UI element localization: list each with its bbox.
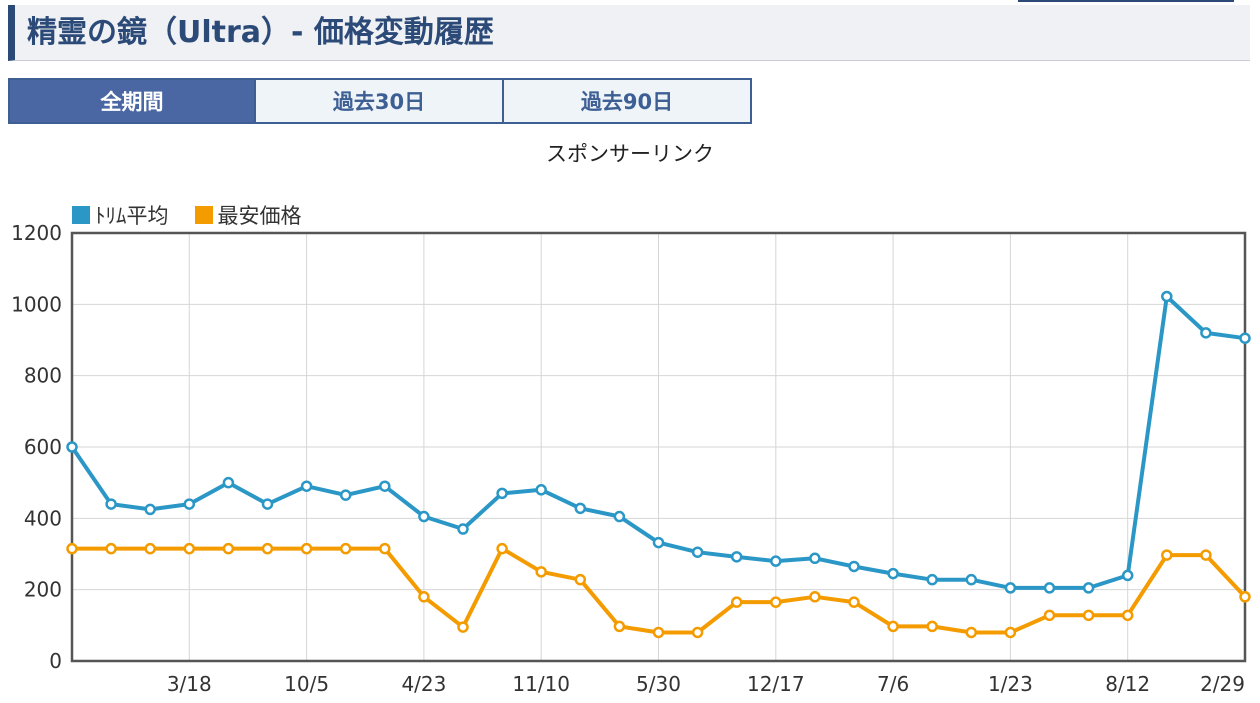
data-point-trim-average bbox=[613, 510, 626, 523]
data-point-lowest-price bbox=[457, 621, 469, 633]
y-tick-label: 1000 bbox=[11, 292, 62, 316]
data-point-trim-average bbox=[1043, 582, 1056, 594]
data-point-lowest-price bbox=[144, 542, 156, 555]
data-point-lowest-price bbox=[574, 573, 587, 586]
x-tick-label: 2/29 bbox=[1200, 672, 1245, 696]
tab-all-period[interactable]: 全期間 bbox=[8, 78, 256, 124]
data-point-trim-average bbox=[965, 573, 978, 586]
legend-label-trim-average: ﾄﾘﾑ平均 bbox=[95, 204, 169, 228]
data-point-trim-average bbox=[691, 546, 704, 558]
data-point-lowest-price bbox=[1121, 609, 1134, 622]
data-point-lowest-price bbox=[848, 596, 860, 608]
legend-swatch-lowest-price bbox=[194, 206, 213, 224]
data-point-lowest-price bbox=[418, 591, 430, 603]
data-point-lowest-price bbox=[613, 620, 626, 633]
data-point-lowest-price bbox=[1161, 549, 1173, 561]
data-point-trim-average bbox=[105, 498, 117, 510]
data-point-trim-average bbox=[848, 560, 860, 573]
data-point-lowest-price bbox=[770, 596, 782, 608]
data-point-lowest-price bbox=[183, 542, 196, 555]
y-tick-label: 200 bbox=[24, 578, 62, 602]
y-tick-label: 1200 bbox=[11, 221, 62, 245]
data-point-lowest-price bbox=[222, 542, 235, 555]
legend-label-lowest-price: 最安価格 bbox=[217, 204, 302, 228]
data-point-lowest-price bbox=[300, 542, 313, 555]
data-point-lowest-price bbox=[1082, 609, 1095, 622]
y-tick-label: 800 bbox=[24, 364, 62, 388]
data-point-trim-average bbox=[339, 489, 352, 501]
data-point-trim-average bbox=[809, 552, 821, 565]
data-point-lowest-price bbox=[105, 542, 117, 555]
legend-item-trim-average[interactable]: ﾄﾘﾑ平均 bbox=[72, 200, 169, 230]
data-point-trim-average bbox=[144, 503, 156, 516]
x-tick-label: 12/17 bbox=[747, 672, 805, 696]
data-point-trim-average bbox=[730, 551, 743, 563]
data-point-lowest-price bbox=[535, 566, 547, 578]
tab-past-90-days[interactable]: 過去90日 bbox=[504, 78, 752, 124]
data-point-trim-average bbox=[1161, 290, 1173, 303]
y-tick-label: 0 bbox=[49, 649, 62, 673]
data-point-lowest-price bbox=[1043, 609, 1056, 622]
data-point-trim-average bbox=[1239, 332, 1251, 344]
data-point-lowest-price bbox=[809, 591, 821, 603]
data-point-lowest-price bbox=[691, 626, 704, 639]
data-point-trim-average bbox=[926, 573, 938, 586]
data-point-trim-average bbox=[535, 484, 547, 496]
data-point-lowest-price bbox=[496, 542, 508, 555]
data-point-lowest-price bbox=[965, 626, 978, 639]
x-tick-label: 8/12 bbox=[1105, 672, 1150, 696]
data-point-trim-average bbox=[261, 498, 274, 510]
data-point-trim-average bbox=[652, 536, 665, 549]
data-point-trim-average bbox=[1082, 582, 1095, 594]
data-point-trim-average bbox=[496, 487, 508, 500]
data-point-trim-average bbox=[222, 476, 235, 489]
data-point-trim-average bbox=[770, 555, 782, 567]
data-point-lowest-price bbox=[926, 620, 938, 633]
sponsor-link-label: スポンサーリンク bbox=[546, 142, 714, 166]
chart-legend: ﾄﾘﾑ平均 最安価格 bbox=[72, 200, 328, 230]
data-point-lowest-price bbox=[1004, 626, 1017, 639]
data-point-lowest-price bbox=[730, 596, 743, 608]
data-point-lowest-price bbox=[66, 542, 78, 555]
x-tick-label: 11/10 bbox=[512, 672, 570, 696]
data-point-trim-average bbox=[300, 480, 313, 492]
data-point-lowest-price bbox=[652, 626, 665, 639]
data-point-trim-average bbox=[418, 510, 430, 523]
tab-past-30-days[interactable]: 過去30日 bbox=[256, 78, 504, 124]
x-tick-label: 7/6 bbox=[877, 672, 909, 696]
data-point-trim-average bbox=[1121, 569, 1134, 582]
data-point-lowest-price bbox=[261, 542, 274, 555]
data-point-lowest-price bbox=[887, 620, 899, 633]
title-bar: 精霊の鏡（Ultra）- 価格変動履歴 bbox=[8, 5, 1250, 61]
y-tick-label: 400 bbox=[24, 506, 62, 530]
data-point-trim-average bbox=[1200, 327, 1212, 339]
data-point-lowest-price bbox=[1239, 591, 1251, 603]
x-tick-label: 1/23 bbox=[988, 672, 1033, 696]
data-point-trim-average bbox=[183, 498, 196, 510]
data-point-trim-average bbox=[457, 523, 469, 535]
legend-swatch-trim-average bbox=[72, 206, 90, 224]
x-tick-label: 4/23 bbox=[401, 672, 446, 696]
period-tabs: 全期間 過去30日 過去90日 bbox=[8, 78, 752, 124]
data-point-trim-average bbox=[1004, 582, 1017, 594]
data-point-trim-average bbox=[66, 441, 78, 453]
data-point-trim-average bbox=[887, 567, 899, 580]
y-tick-label: 600 bbox=[24, 435, 62, 459]
x-tick-label: 10/5 bbox=[284, 672, 329, 696]
x-tick-label: 5/30 bbox=[636, 672, 681, 696]
data-point-lowest-price bbox=[379, 542, 391, 555]
data-point-lowest-price bbox=[1200, 549, 1212, 561]
data-point-trim-average bbox=[574, 502, 587, 515]
legend-item-lowest-price[interactable]: 最安価格 bbox=[194, 200, 302, 230]
top-accent-line bbox=[1018, 0, 1234, 2]
page-title: 精霊の鏡（Ultra）- 価格変動履歴 bbox=[27, 15, 494, 50]
data-point-lowest-price bbox=[339, 542, 352, 555]
x-tick-label: 3/18 bbox=[167, 672, 212, 696]
data-point-trim-average bbox=[379, 480, 391, 492]
